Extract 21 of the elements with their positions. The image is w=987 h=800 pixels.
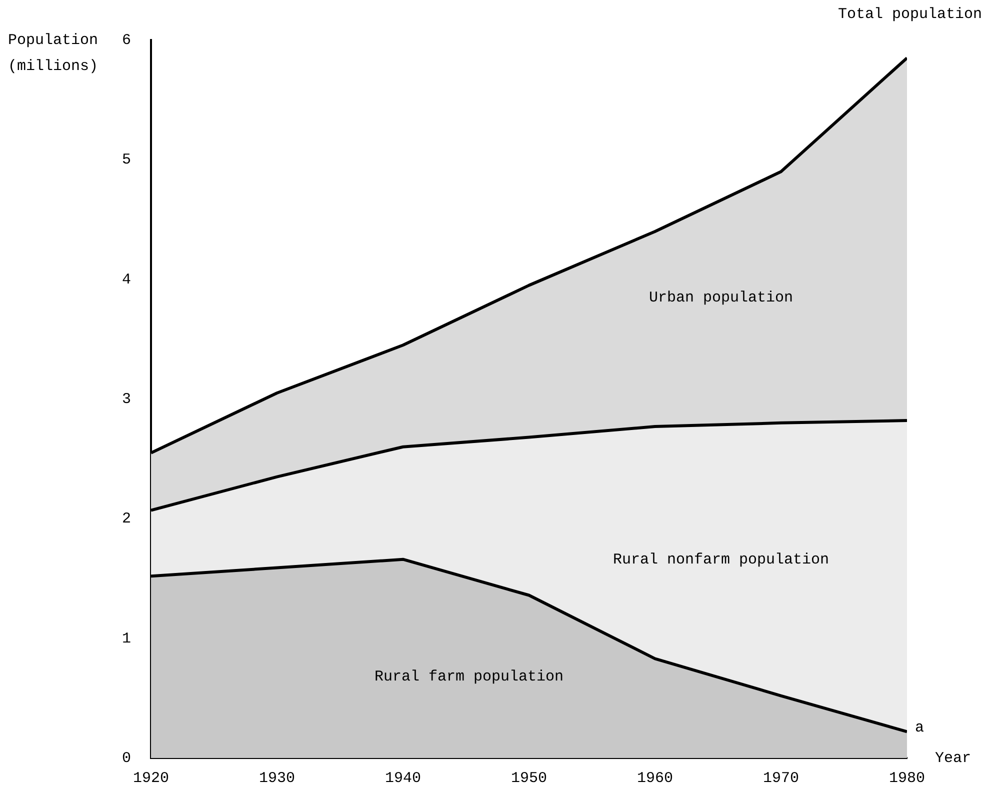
x-tick-label: 1940: [384, 770, 422, 787]
x-tick-label: 1980: [888, 770, 926, 787]
x-axis-title: Year: [935, 750, 972, 767]
x-tick-label: 1950: [510, 770, 548, 787]
y-tick-label: 6: [122, 32, 131, 49]
x-tick-label: 1930: [258, 770, 296, 787]
y-tick-label: 4: [122, 271, 131, 288]
y-tick-label: 5: [122, 152, 131, 169]
y-tick-label: 2: [122, 510, 131, 528]
y-axis-title: Population (millions): [8, 32, 98, 75]
annotation: a: [915, 720, 924, 737]
x-tick-label: 1970: [762, 770, 800, 787]
x-tick-label: 1960: [636, 770, 674, 787]
text: Total population: [838, 6, 982, 23]
y-tick-label: 0: [122, 750, 131, 767]
y-tick-label: 3: [122, 390, 131, 408]
series-label: Rural nonfarm population: [612, 551, 830, 568]
y-tick-label: 1: [122, 630, 131, 648]
series-label: Rural farm population: [374, 668, 564, 686]
x-tick-label: 1920: [132, 770, 170, 787]
series-label: Urban population: [648, 289, 794, 306]
